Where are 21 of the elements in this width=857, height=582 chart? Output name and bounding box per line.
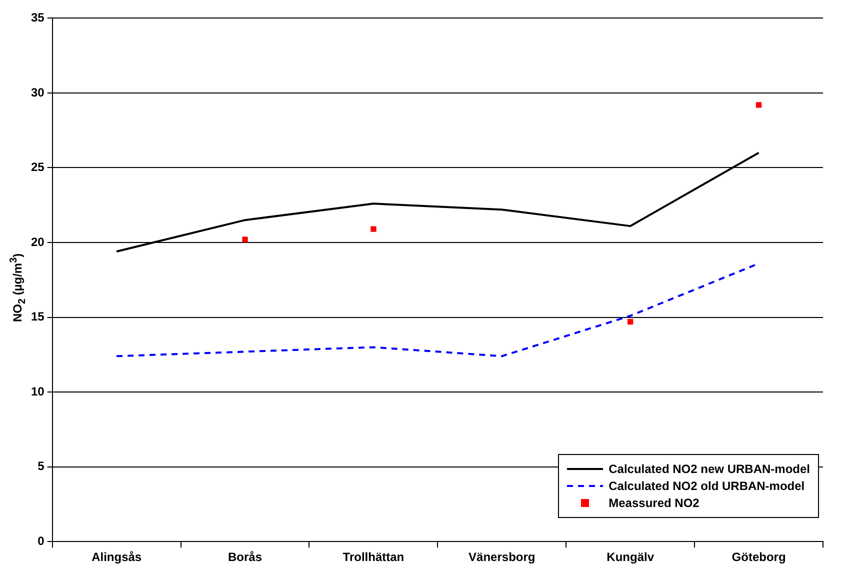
point	[242, 236, 248, 242]
x-tick-label: Göteborg	[732, 550, 786, 564]
x-tick-label: Vänersborg	[468, 550, 536, 564]
legend-label: Calculated NO2 new URBAN-model	[608, 462, 810, 476]
y-tick-label: 15	[30, 310, 45, 324]
y-tick-label: 25	[30, 160, 45, 174]
legend-label: Calculated NO2 old URBAN-model	[608, 479, 805, 493]
x-tick-label: Kungälv	[606, 550, 654, 564]
point	[756, 102, 762, 108]
x-tick-label: Alingsås	[92, 550, 142, 564]
point	[370, 226, 376, 232]
point	[628, 318, 634, 325]
legend-label: Meassured NO2	[608, 496, 700, 510]
y-tick-label: 5	[38, 459, 45, 474]
y-tick-label: 30	[30, 85, 45, 100]
x-tick-label: Borås	[228, 550, 262, 564]
y-tick-label: 20	[30, 234, 45, 249]
x-tick-label: Trollhättan	[342, 550, 404, 564]
y-tick-label: 0	[38, 534, 45, 548]
y-tick-label: 35	[30, 10, 45, 25]
y-tick-label: 10	[30, 384, 45, 398]
